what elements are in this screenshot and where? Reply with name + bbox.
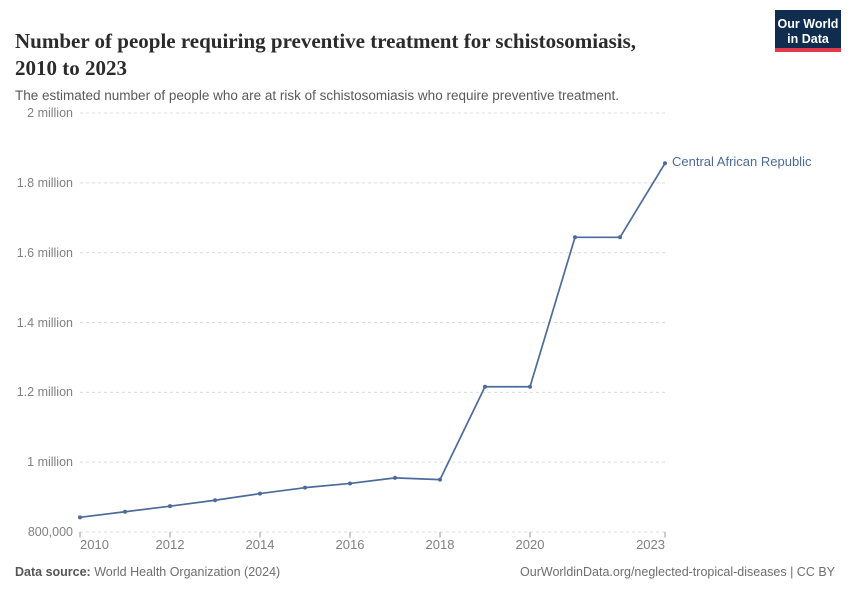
owid-logo-line2: in Data bbox=[787, 32, 829, 46]
chart-title-line2: 2010 to 2023 bbox=[15, 56, 127, 81]
y-axis-tick-label: 2 million bbox=[27, 106, 73, 120]
series-label-central-african-republic[interactable]: Central African Republic bbox=[672, 154, 812, 170]
chart-title: Number of people requiring preventive tr… bbox=[15, 28, 745, 82]
y-axis-tick-label: 1.2 million bbox=[16, 385, 73, 400]
data-point bbox=[123, 509, 127, 514]
data-point bbox=[483, 384, 487, 389]
data-point bbox=[663, 161, 667, 166]
data-point bbox=[438, 477, 442, 482]
chart-subtitle: The estimated number of people who are a… bbox=[15, 87, 620, 103]
x-axis-tick-label: 2020 bbox=[515, 537, 545, 552]
x-axis-tick-label: 2010 bbox=[80, 537, 109, 552]
data-point bbox=[393, 475, 397, 480]
data-point bbox=[258, 491, 262, 496]
y-axis-tick-label: 1.6 million bbox=[16, 245, 73, 260]
data-source-value: World Health Organization (2024) bbox=[94, 565, 281, 579]
chart-title-line1: Number of people requiring preventive tr… bbox=[15, 29, 637, 54]
x-axis-tick-label: 2018 bbox=[425, 537, 455, 552]
owid-license-link[interactable]: OurWorldinData.org/neglected-tropical-di… bbox=[520, 565, 835, 579]
x-axis-tick-label: 2014 bbox=[245, 537, 275, 552]
data-point bbox=[78, 515, 82, 520]
data-point bbox=[213, 498, 217, 503]
chart-footer: Data source: World Health Organization (… bbox=[15, 565, 835, 579]
data-point bbox=[618, 235, 622, 240]
data-point bbox=[303, 485, 307, 490]
data-point bbox=[348, 481, 352, 486]
owid-logo: Our World in Data bbox=[775, 10, 841, 52]
x-axis-tick-label: 2012 bbox=[155, 537, 185, 552]
data-source-label: Data source: bbox=[15, 565, 91, 579]
x-axis-tick-label: 2023 bbox=[636, 537, 665, 552]
data-source-note: Data source: World Health Organization (… bbox=[15, 565, 280, 579]
data-line bbox=[79, 162, 666, 519]
y-axis-tick-label: 1.8 million bbox=[16, 175, 73, 190]
owid-logo-line1: Our World bbox=[777, 17, 839, 31]
data-point bbox=[168, 504, 172, 509]
data-point bbox=[573, 235, 577, 240]
y-axis-tick-label: 1.4 million bbox=[16, 315, 73, 330]
data-point bbox=[528, 384, 532, 389]
y-axis-tick-label: 800,000 bbox=[27, 525, 73, 539]
x-axis-tick-label: 2016 bbox=[335, 537, 365, 552]
y-axis-tick-label: 1 million bbox=[27, 455, 73, 470]
